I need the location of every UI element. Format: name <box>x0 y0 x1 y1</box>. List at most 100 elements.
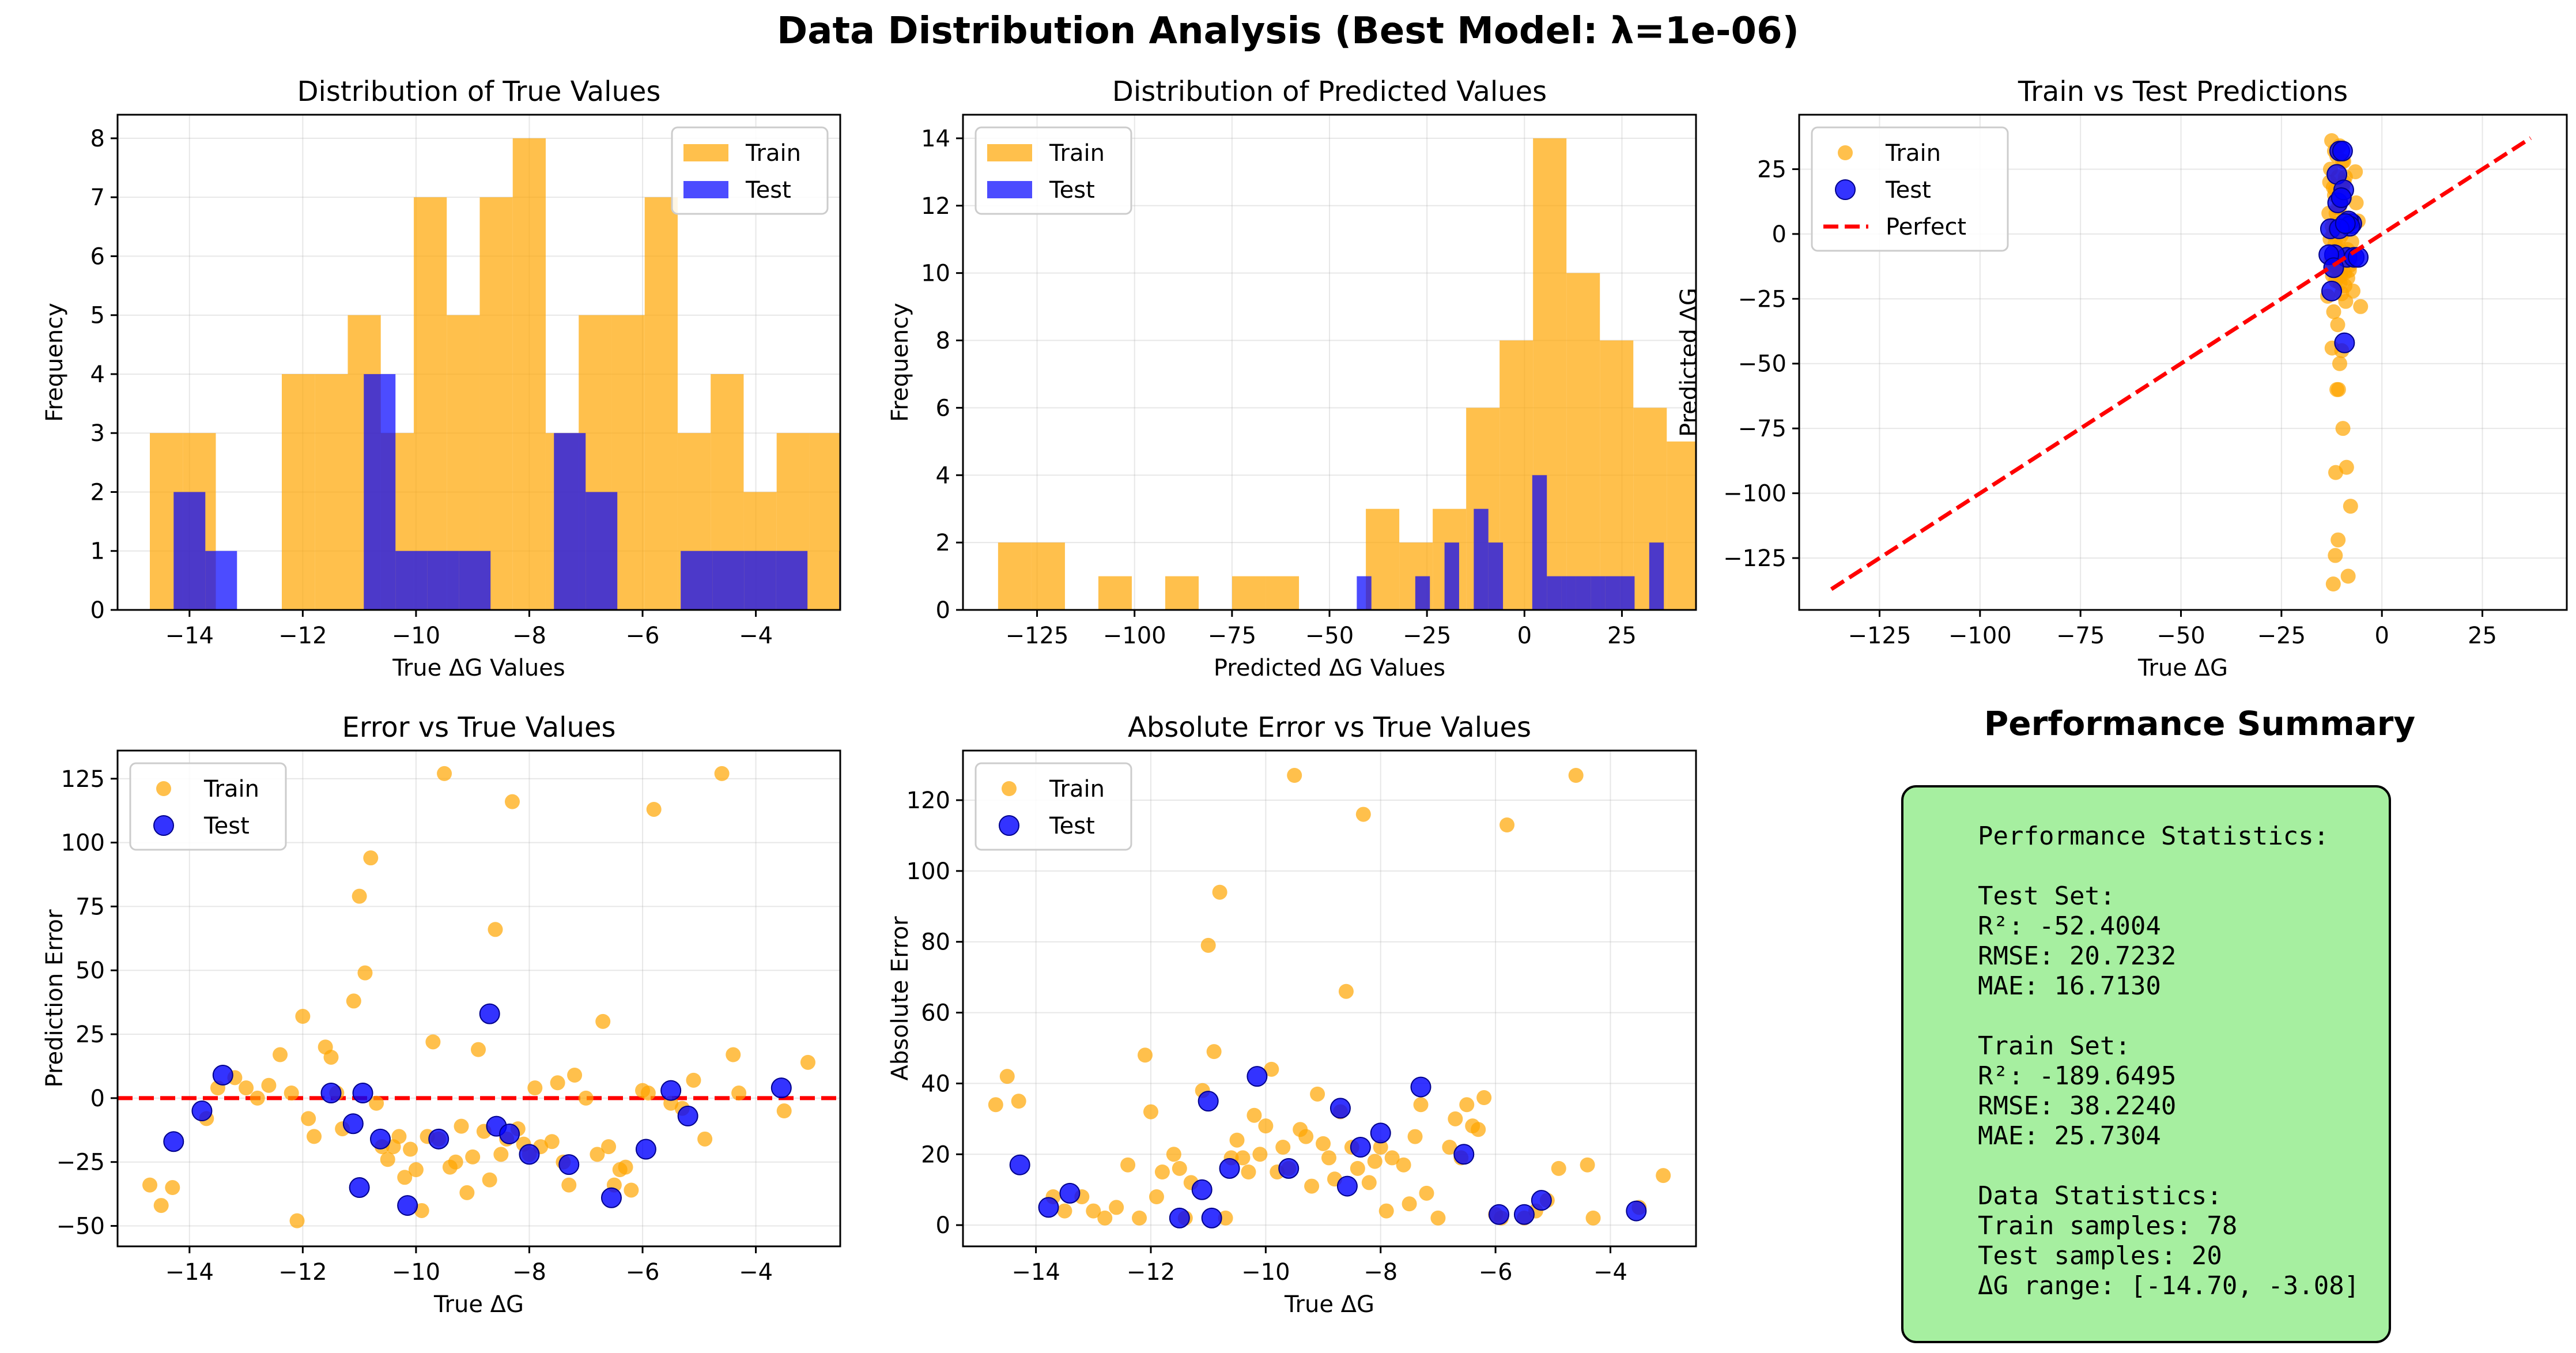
legend-swatch-train <box>1002 781 1017 796</box>
bar-test <box>1357 576 1372 610</box>
y-tick-label: 80 <box>921 929 950 956</box>
point-test <box>320 1083 342 1104</box>
bar-train <box>809 433 840 610</box>
bar-test <box>364 374 396 610</box>
y-axis-label: Absolute Error <box>887 916 913 1081</box>
point-test <box>352 1083 373 1104</box>
point-train <box>578 1090 594 1106</box>
legend-label: Train <box>745 140 801 167</box>
legend-swatch-train <box>683 144 728 161</box>
bar-test <box>776 551 808 610</box>
point-train <box>1361 1175 1377 1190</box>
y-tick-label: 2 <box>936 530 950 556</box>
chart-title: Distribution of True Values <box>297 76 661 108</box>
point-train <box>369 1095 384 1111</box>
point-train <box>1166 1147 1181 1162</box>
x-tick-label: −6 <box>626 623 660 649</box>
x-tick-label: −8 <box>512 1259 546 1286</box>
y-tick-label: −25 <box>56 1150 105 1176</box>
point-train <box>2340 568 2356 584</box>
bar-train <box>282 374 315 610</box>
y-tick-label: 120 <box>906 787 950 814</box>
x-tick-label: 0 <box>2374 623 2389 649</box>
point-train <box>988 1097 1003 1113</box>
point-train <box>448 1154 463 1170</box>
x-tick-label: −6 <box>626 1259 660 1286</box>
legend-label: Test <box>1049 177 1095 203</box>
y-tick-label: 8 <box>90 126 105 152</box>
point-train <box>544 1134 560 1150</box>
x-tick-label: −125 <box>1848 623 1912 649</box>
axes-frame <box>116 749 841 1248</box>
legend-swatch-test <box>683 181 728 198</box>
bar-test <box>205 551 237 610</box>
chart-3: −125 −100 −75 −50 −25 0 25 −125 −100 −75 −50 −25 0 25… <box>1676 76 2568 681</box>
point-train <box>289 1213 305 1228</box>
axes-frame <box>962 749 1697 1248</box>
point-train <box>307 1129 322 1144</box>
y-tick-label: −25 <box>1738 286 1786 312</box>
point-test <box>1191 1179 1213 1200</box>
legend: Train Test <box>975 762 1132 851</box>
x-tick-label: −4 <box>1593 1259 1627 1286</box>
point-train <box>346 993 361 1009</box>
point-train <box>1430 1210 1446 1226</box>
point-train <box>800 1054 815 1070</box>
bar-train <box>512 138 546 610</box>
bar-test <box>1444 542 1459 610</box>
point-test <box>2334 332 2355 353</box>
point-train <box>1247 1107 1262 1123</box>
point-test <box>2331 187 2352 208</box>
point-train <box>1138 1047 1153 1063</box>
x-tick-label: −100 <box>1948 623 2012 649</box>
point-train <box>352 888 367 904</box>
point-test <box>558 1154 580 1175</box>
y-tick-label: 6 <box>90 243 105 270</box>
point-train <box>1402 1196 1417 1212</box>
point-train <box>397 1170 413 1185</box>
legend-swatch-train <box>1838 145 1853 160</box>
x-tick-label: −10 <box>1241 1259 1290 1286</box>
x-tick-label: 25 <box>1607 623 1637 649</box>
point-test <box>660 1080 682 1101</box>
y-tick-label: 100 <box>61 830 105 857</box>
bar-train <box>843 492 875 610</box>
point-train <box>595 1013 611 1029</box>
point-test <box>677 1105 698 1126</box>
point-test <box>191 1101 213 1122</box>
point-train <box>1206 1044 1222 1060</box>
point-train <box>1442 1140 1457 1155</box>
point-train <box>726 1047 741 1062</box>
point-train <box>250 1090 265 1106</box>
x-axis-label: True ΔG <box>1284 1291 1374 1318</box>
point-train <box>1275 1140 1291 1155</box>
legend-box <box>1811 126 2009 252</box>
point-train <box>239 1080 254 1096</box>
chart-title: Train vs Test Predictions <box>2018 76 2348 108</box>
x-tick-label: −4 <box>739 623 773 649</box>
legend-label: Train <box>1049 776 1105 802</box>
point-train <box>1304 1178 1320 1194</box>
y-tick-label: 1 <box>90 538 105 565</box>
point-train <box>601 1139 617 1155</box>
y-tick-label: 0 <box>1772 221 1786 248</box>
point-train <box>1097 1210 1113 1226</box>
x-tick-label: −4 <box>739 1259 773 1286</box>
x-tick-label: −125 <box>1006 623 1069 649</box>
x-tick-label: −75 <box>1208 623 1256 649</box>
point-train <box>380 1152 395 1167</box>
point-test <box>2332 140 2353 161</box>
chart-title: Error vs True Values <box>342 711 616 744</box>
axes-frame <box>116 114 841 611</box>
y-tick-label: 60 <box>921 1000 950 1027</box>
point-train <box>465 1149 481 1164</box>
point-train <box>2328 465 2344 480</box>
chart-title: Absolute Error vs True Values <box>1128 711 1531 744</box>
point-train <box>2325 576 2341 592</box>
bar-test <box>173 492 206 610</box>
point-train <box>1212 884 1227 900</box>
y-tick-label: 0 <box>90 1086 105 1112</box>
point-train <box>2332 356 2347 371</box>
point-train <box>999 1069 1015 1084</box>
